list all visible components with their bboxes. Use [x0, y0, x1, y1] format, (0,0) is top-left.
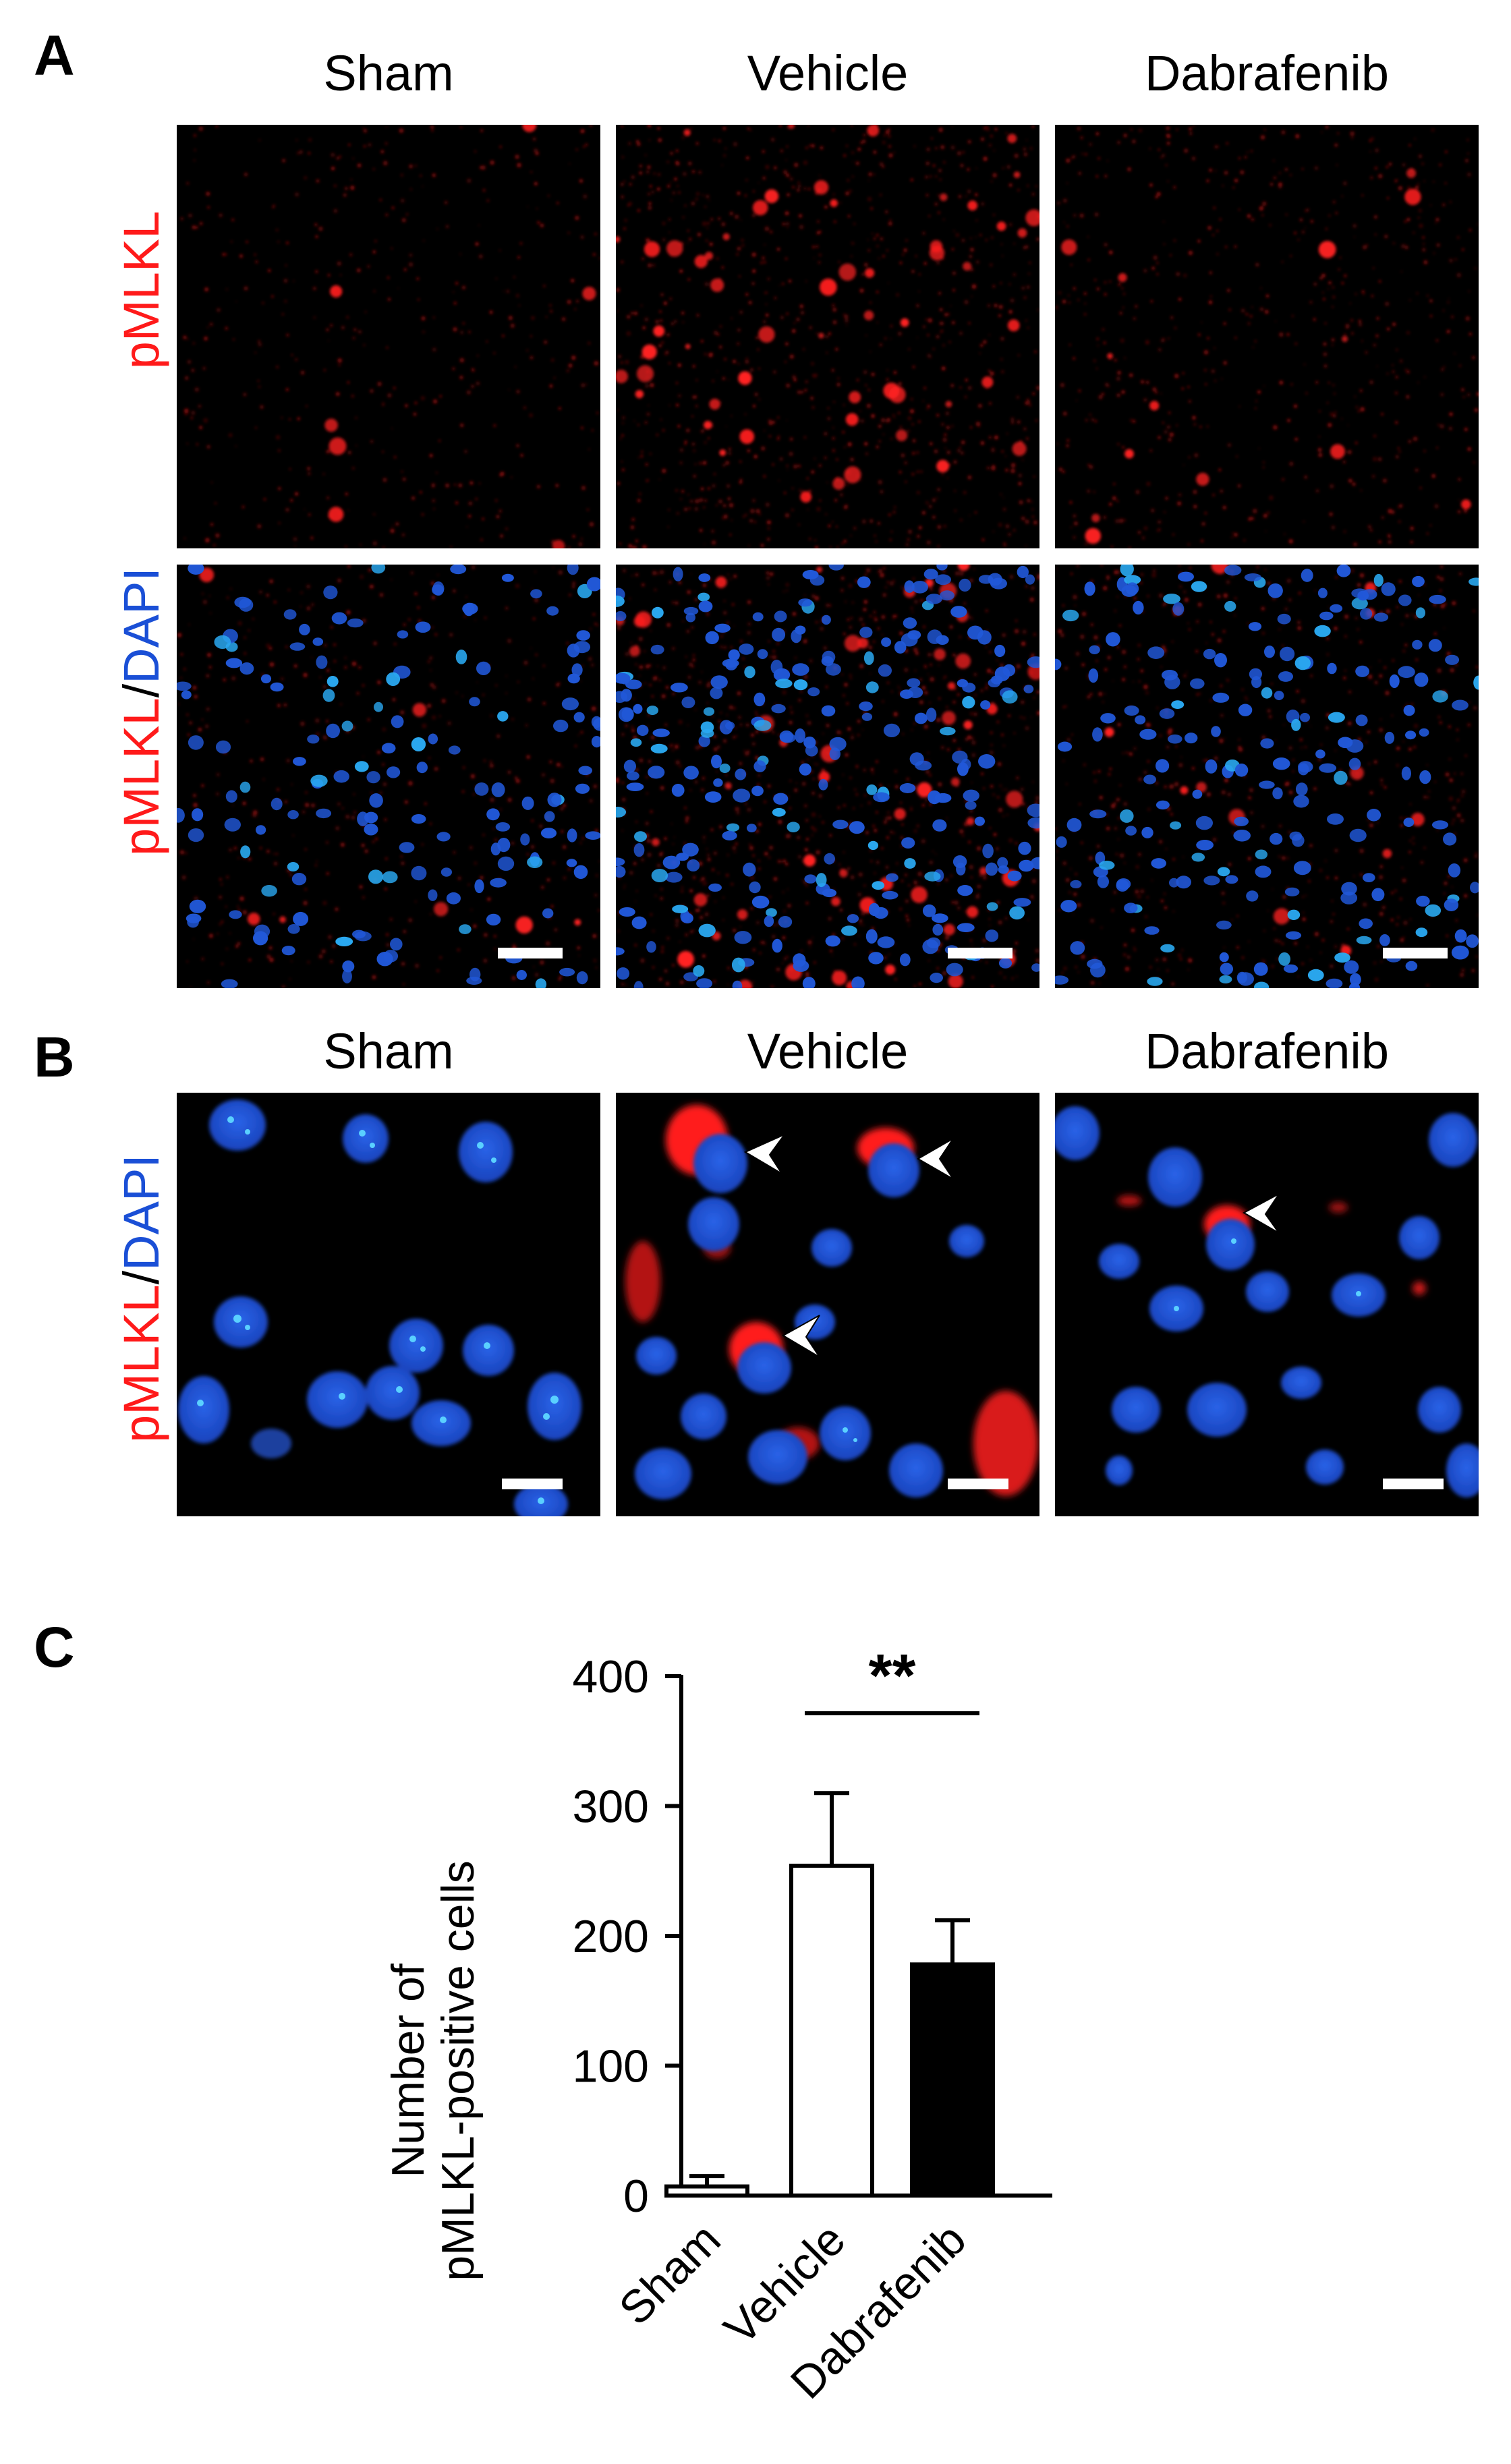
panel-b-col-sham: Sham: [323, 1023, 454, 1079]
nuclei-vehicle: [625, 1105, 1038, 1499]
panel-b-row-label-pmlkl-dapi: pMLKL/DAPI: [113, 1096, 169, 1501]
micrograph-a-dabrafenib-merge: [1055, 565, 1479, 988]
row-label-sep: /: [113, 683, 169, 698]
panel-a-row-label-pmlkl-dapi: pMLKL/DAPI: [113, 509, 169, 914]
bar-chart: Number of pMLKL-positive cells 0 100 200 30…: [382, 1642, 1052, 2409]
micrograph-a-sham-pmlkl: [177, 125, 600, 548]
micrograph-b-sham: [177, 1093, 600, 1516]
bar-vehicle: [789, 1864, 874, 2198]
scale-bar: [498, 948, 563, 958]
micrograph-a-sham-merge: [177, 565, 600, 988]
y-axis-label-line1: Number of: [382, 1964, 434, 2178]
micrograph-a-vehicle-pmlkl: [616, 125, 1039, 548]
bar-sham: [664, 2184, 749, 2198]
panel-b-letter: B: [34, 1025, 75, 1089]
scale-bar: [1383, 1479, 1444, 1489]
panel-c-letter: C: [34, 1615, 75, 1679]
row-label-marker: pMLKL: [113, 697, 169, 856]
y-tick-label: 0: [623, 2171, 649, 2222]
y-tick-label: 200: [573, 1911, 649, 1962]
panel-a-col-dabrafenib: Dabrafenib: [1144, 45, 1389, 101]
row-label-sep: /: [113, 1270, 169, 1285]
micrograph-a-dabrafenib-pmlkl: [1055, 125, 1479, 548]
row-label-stain: DAPI: [113, 1154, 169, 1271]
scale-bar: [948, 1479, 1008, 1489]
nuclei-sham: [178, 1099, 581, 1516]
panel-b-col-dabrafenib: Dabrafenib: [1144, 1023, 1389, 1079]
nuclei-dabrafenib: [1055, 1106, 1479, 1497]
panel-a-col-vehicle: Vehicle: [747, 45, 909, 101]
row-label-stain: DAPI: [113, 567, 169, 684]
panel-a-col-sham: Sham: [323, 45, 454, 101]
x-tick-label-sham: Sham: [609, 2214, 730, 2334]
micrograph-b-vehicle: [616, 1093, 1039, 1516]
scale-bar: [502, 1479, 563, 1489]
scale-bar: [948, 948, 1013, 958]
micrograph-b-dabrafenib: [1055, 1093, 1479, 1516]
bar-dabrafenib: [910, 1962, 995, 2198]
y-axis-label-line2: pMLKL-positive cells: [432, 1860, 484, 2281]
panel-b-col-vehicle: Vehicle: [747, 1023, 909, 1079]
scale-bar: [1383, 948, 1448, 958]
significance-label: **: [868, 1642, 915, 1710]
row-label-marker: pMLKL: [113, 210, 169, 370]
y-tick-label: 400: [573, 1651, 649, 1702]
y-tick-label: 100: [573, 2041, 649, 2092]
panel-a-row-label-pmlkl: pMLKL: [113, 169, 169, 411]
panel-a-letter: A: [34, 24, 75, 87]
y-tick-label: 300: [573, 1781, 649, 1833]
row-label-marker: pMLKL: [113, 1284, 169, 1443]
micrograph-a-vehicle-merge: [616, 565, 1039, 988]
